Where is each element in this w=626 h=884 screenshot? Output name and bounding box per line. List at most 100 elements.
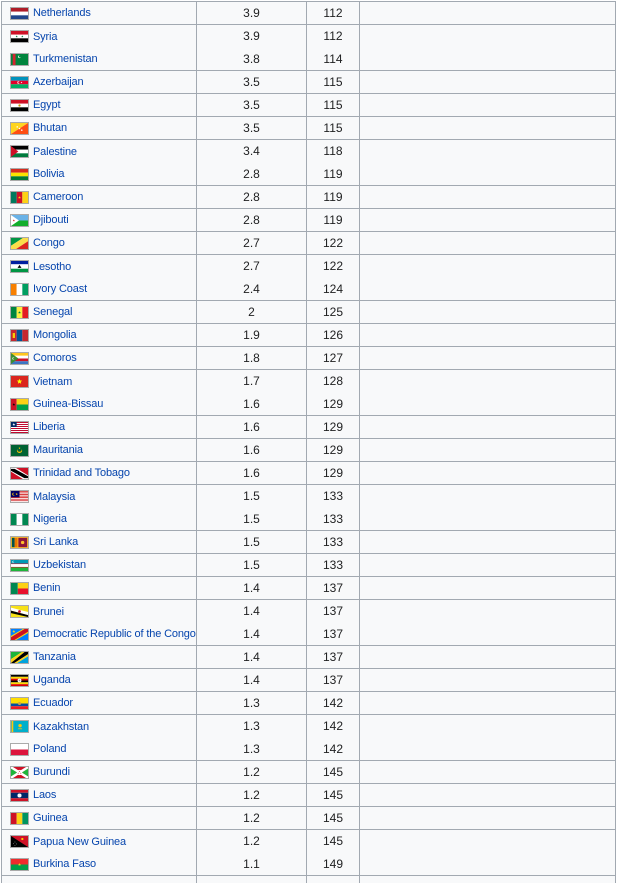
flag-icon[interactable] [10, 121, 29, 135]
rank-cell: 115 [307, 71, 360, 94]
notes-cell [360, 577, 616, 600]
country-link[interactable]: Ecuador [33, 697, 73, 709]
flag-icon[interactable] [10, 650, 29, 664]
flag-icon[interactable] [10, 857, 29, 871]
rank-cell [307, 876, 360, 883]
country-cell: Guinea-Bissau [2, 393, 197, 416]
country-link[interactable]: Senegal [33, 306, 73, 318]
country-link[interactable]: Papua New Guinea [33, 835, 126, 848]
country-link[interactable]: Syria [33, 30, 58, 43]
flag-icon[interactable] [10, 490, 29, 503]
rank-cell: 126 [307, 324, 360, 347]
country-link[interactable]: Burkina Faso [33, 858, 97, 870]
country-link[interactable]: Laos [33, 789, 57, 801]
flag-icon[interactable] [10, 535, 29, 549]
country-link[interactable]: Nigeria [33, 513, 67, 525]
country-link[interactable]: Egypt [33, 99, 61, 111]
country-link[interactable]: Azerbaijan [33, 76, 84, 88]
country-cell: Senegal [2, 301, 197, 324]
country-link[interactable]: Lesotho [33, 260, 72, 273]
value-cell: 3.9 [197, 25, 307, 48]
flag-icon[interactable] [10, 305, 29, 319]
value-cell: 1.7 [197, 370, 307, 393]
flag-icon[interactable] [10, 420, 29, 434]
flag-icon[interactable] [10, 512, 29, 526]
country-link[interactable]: Poland [33, 743, 67, 755]
value-cell: 1.6 [197, 393, 307, 416]
flag-icon[interactable] [10, 351, 29, 365]
flag-icon[interactable] [10, 788, 29, 802]
flag-icon[interactable] [10, 696, 29, 710]
country-link[interactable]: Tanzania [33, 651, 76, 663]
country-link[interactable]: Benin [33, 582, 61, 594]
flag-icon[interactable] [10, 52, 29, 66]
country-link[interactable]: Comoros [33, 352, 77, 364]
country-link[interactable]: Malaysia [33, 490, 76, 503]
country-link[interactable]: Democratic Republic of the Congo [33, 628, 196, 640]
rank-cell: 124 [307, 278, 360, 301]
country-link[interactable]: Bolivia [33, 168, 65, 180]
flag-icon[interactable] [10, 260, 29, 273]
country-link[interactable]: Mauritania [33, 444, 83, 456]
flag-icon[interactable] [10, 673, 29, 687]
table-row: Uganda 1.4 137 [2, 669, 616, 692]
country-link[interactable]: Djibouti [33, 214, 69, 226]
flag-icon[interactable] [10, 213, 29, 227]
country-link[interactable]: Bhutan [33, 122, 67, 134]
flag-icon[interactable] [10, 742, 29, 756]
flag-icon[interactable] [10, 581, 29, 595]
flag-icon[interactable] [10, 328, 29, 342]
flag-icon[interactable] [10, 30, 29, 43]
country-link[interactable]: Uzbekistan [33, 559, 86, 571]
country-link[interactable]: Burundi [33, 766, 70, 778]
notes-cell [360, 301, 616, 324]
table-row: Congo 2.7 122 [2, 232, 616, 255]
notes-cell [360, 669, 616, 692]
table-row: Netherlands 3.9 112 [2, 2, 616, 25]
flag-icon[interactable] [10, 397, 29, 411]
flag-icon[interactable] [10, 6, 29, 20]
flag-icon[interactable] [10, 98, 29, 112]
flag-icon[interactable] [10, 375, 29, 388]
country-link[interactable]: Brunei [33, 605, 64, 618]
flag-icon[interactable] [10, 443, 29, 457]
flag-icon[interactable] [10, 466, 29, 480]
rank-cell: 122 [307, 232, 360, 255]
country-link[interactable]: Ivory Coast [33, 283, 87, 295]
country-link[interactable]: Palestine [33, 145, 77, 158]
value-cell: 1.2 [197, 807, 307, 830]
country-link[interactable]: Guinea [33, 812, 68, 824]
country-link[interactable]: Sri Lanka [33, 536, 79, 548]
flag-icon[interactable] [10, 765, 29, 779]
value-cell: 3.5 [197, 71, 307, 94]
country-cell: Turkmenistan [2, 48, 197, 71]
rank-cell: 129 [307, 393, 360, 416]
country-link[interactable]: Turkmenistan [33, 53, 98, 65]
flag-icon[interactable] [10, 627, 29, 641]
flag-icon[interactable] [10, 720, 29, 733]
country-link[interactable]: Uganda [33, 674, 71, 686]
country-link[interactable]: Trinidad and Tobago [33, 467, 130, 479]
country-link[interactable]: Liberia [33, 421, 65, 433]
table-row: Burkina Faso 1.1 149 [2, 853, 616, 876]
flag-icon[interactable] [10, 835, 29, 848]
flag-icon[interactable] [10, 605, 29, 618]
country-link[interactable]: Netherlands [33, 7, 91, 19]
flag-icon[interactable] [10, 811, 29, 825]
country-link[interactable]: Guinea-Bissau [33, 398, 104, 410]
rank-cell: 145 [307, 830, 360, 853]
country-link[interactable]: Cameroon [33, 191, 84, 203]
country-link[interactable]: Congo [33, 237, 65, 249]
flag-icon[interactable] [10, 190, 29, 204]
flag-icon[interactable] [10, 558, 29, 572]
flag-icon[interactable] [10, 145, 29, 158]
flag-icon[interactable] [10, 167, 29, 181]
country-link[interactable]: Kazakhstan [33, 720, 89, 733]
country-link[interactable]: Vietnam [33, 375, 73, 388]
flag-icon[interactable] [10, 236, 29, 250]
flag-icon[interactable] [10, 282, 29, 296]
flag-icon[interactable] [10, 75, 29, 89]
country-cell: Azerbaijan [2, 71, 197, 94]
country-link[interactable]: Mongolia [33, 329, 77, 341]
